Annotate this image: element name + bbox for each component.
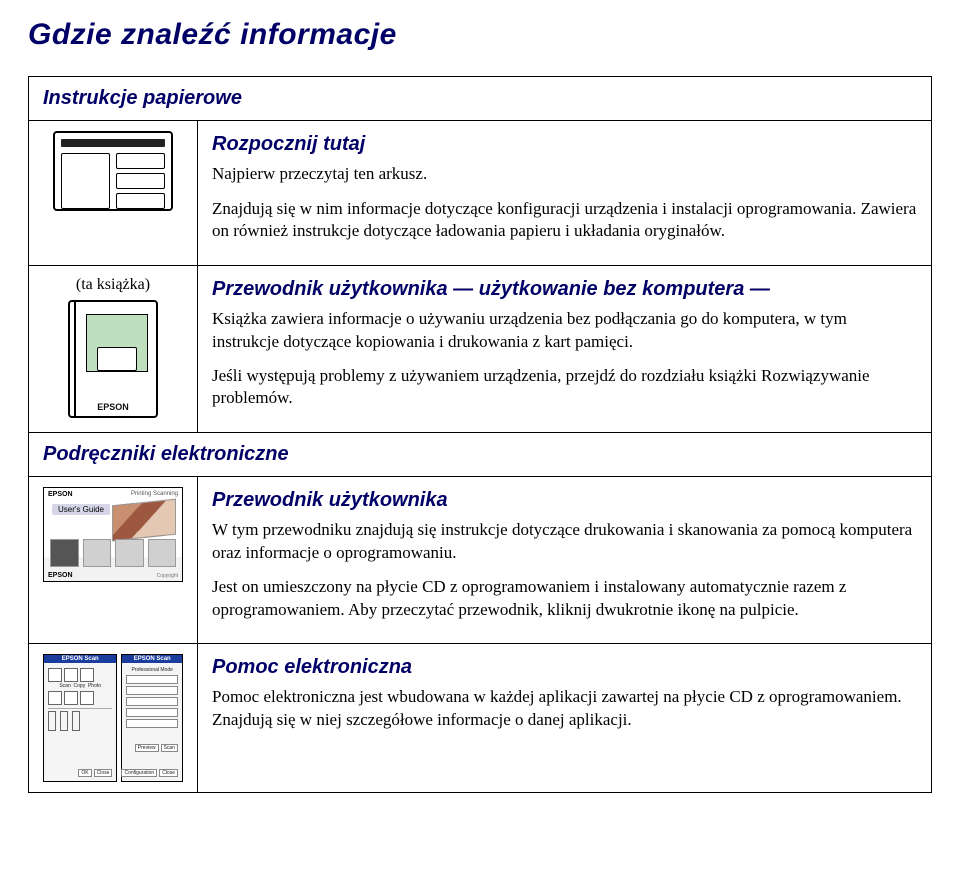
- scan-btn-close2: Close: [159, 769, 178, 777]
- scan-btn-close: Close: [94, 769, 113, 777]
- scan-dialog-icon: EPSON Scan Scan Copy Photo OK Close: [43, 654, 183, 782]
- scan-btn-config: Configuration: [121, 769, 157, 777]
- text-nocomp: Przewodnik użytkownika — użytkowanie bez…: [198, 265, 932, 432]
- scan-mode: Professional Mode: [126, 668, 178, 673]
- section-header-electronic: Podręczniki elektroniczne: [29, 432, 932, 476]
- page-title: Gdzie znaleźć informacje: [28, 18, 932, 52]
- illustration-quickstart: [29, 121, 198, 266]
- para-nocomp-2: Jeśli występują problemy z używaniem urz…: [212, 365, 917, 410]
- para-userguide-2: Jest on umieszczony na płycie CD z oprog…: [212, 576, 917, 621]
- heading-quickstart: Rozpocznij tutaj: [212, 131, 917, 157]
- userguide-screenshot-icon: EPSON Printing Scanning User's Guide EPS…: [43, 487, 183, 582]
- ug-title: User's Guide: [52, 504, 110, 515]
- ug-menu: Printing Scanning: [131, 491, 178, 497]
- para-nocomp-1: Książka zawiera informacje o używaniu ur…: [212, 308, 917, 353]
- info-table: Instrukcje papierowe Rozpocznij tutaj Na…: [28, 76, 932, 793]
- heading-help: Pomoc elektroniczna: [212, 654, 917, 680]
- para-help-1: Pomoc elektroniczna jest wbudowana w każ…: [212, 686, 917, 731]
- scan-btn-ok: OK: [78, 769, 91, 777]
- ug-brand-bottom: EPSON: [48, 572, 73, 579]
- scan-btn-preview: Preview: [135, 744, 159, 752]
- heading-userguide: Przewodnik użytkownika: [212, 487, 917, 513]
- scan-right-title: EPSON Scan: [122, 655, 182, 663]
- text-userguide: Przewodnik użytkownika W tym przewodniku…: [198, 476, 932, 643]
- ug-brand: EPSON: [48, 491, 73, 498]
- text-help: Pomoc elektroniczna Pomoc elektroniczna …: [198, 643, 932, 792]
- scan-left-title: EPSON Scan: [44, 655, 116, 663]
- brand-label: EPSON: [68, 402, 158, 412]
- para-userguide-1: W tym przewodniku znajdują się instrukcj…: [212, 519, 917, 564]
- para-quickstart-2: Znajdują się w nim informacje dotyczące …: [212, 198, 917, 243]
- quickstart-sheet-icon: [53, 131, 173, 211]
- book-icon: EPSON: [68, 300, 158, 418]
- illustration-userguide: EPSON Printing Scanning User's Guide EPS…: [29, 476, 198, 643]
- illustration-book: (ta książka) EPSON: [29, 265, 198, 432]
- section-header-paper: Instrukcje papierowe: [29, 77, 932, 121]
- illustration-help: EPSON Scan Scan Copy Photo OK Close: [29, 643, 198, 792]
- para-quickstart-1: Najpierw przeczytaj ten arkusz.: [212, 163, 917, 185]
- heading-nocomp: Przewodnik użytkownika — użytkowanie bez…: [212, 276, 917, 302]
- ug-copyright: Copyright: [157, 573, 178, 579]
- this-book-label: (ta książka): [43, 276, 183, 294]
- scan-btn-scan: Scan: [161, 744, 178, 752]
- text-quickstart: Rozpocznij tutaj Najpierw przeczytaj ten…: [198, 121, 932, 266]
